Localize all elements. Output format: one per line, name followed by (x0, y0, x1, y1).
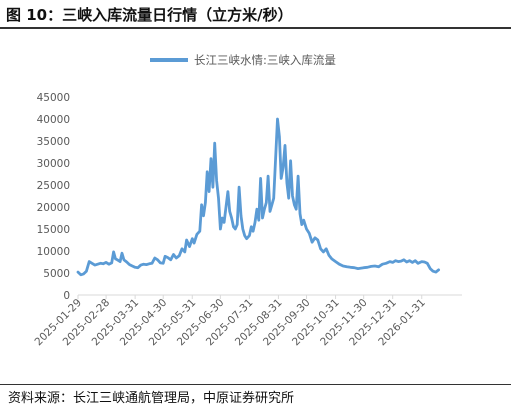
figure-title: 图 10：三峡入库流量日行情（立方米/秒） (6, 6, 293, 24)
source-rule (0, 384, 511, 385)
y-tick-label: 10000 (37, 246, 70, 258)
y-tick-label: 5000 (43, 268, 70, 280)
y-tick-label: 45000 (37, 92, 70, 104)
y-tick-label: 30000 (37, 158, 70, 170)
series-line (76, 117, 440, 277)
chart: 长江三峡水情:三峡入库流量 0 5000 10000 15000 20000 25000 3… (32, 53, 462, 348)
legend-label: 长江三峡水情:三峡入库流量 (194, 53, 336, 67)
y-tick-label: 40000 (37, 114, 70, 126)
source-note: 资料来源：长江三峡通航管理局，中原证券研究所 (8, 391, 295, 406)
y-tick-label: 20000 (37, 202, 70, 214)
y-tick-label: 35000 (37, 136, 70, 148)
title-rule (0, 27, 511, 29)
x-axis-ticks: 2025-01-292025-02-282025-03-312025-04-30… (32, 295, 428, 348)
y-axis-ticks: 0 5000 10000 15000 20000 25000 30000 35000 40000… (37, 92, 70, 302)
y-tick-label: 25000 (37, 180, 70, 192)
y-tick-label: 15000 (37, 224, 70, 236)
y-tick-label: 0 (63, 290, 70, 302)
legend: 长江三峡水情:三峡入库流量 (150, 53, 336, 67)
